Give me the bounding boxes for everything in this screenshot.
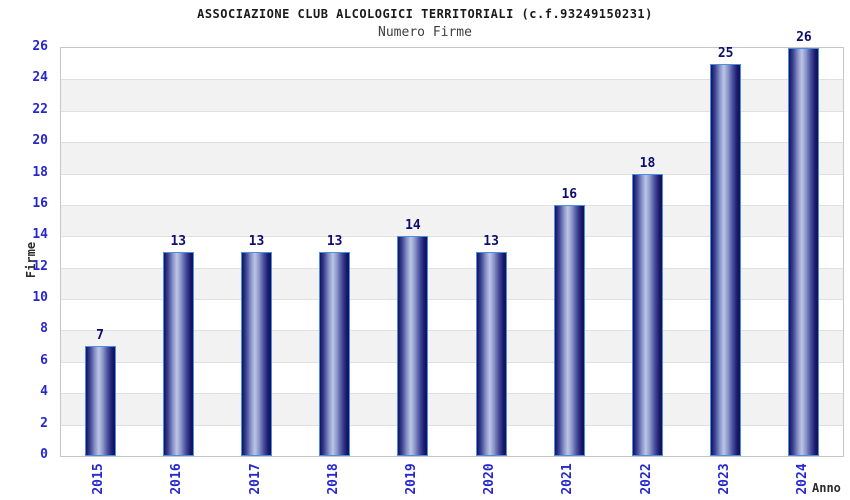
y-tick-label: 12 <box>32 258 48 274</box>
bar-2018 <box>319 252 351 456</box>
bar-2022 <box>632 173 663 456</box>
y-tick-label: 14 <box>32 227 48 243</box>
bar-value-label: 18 <box>639 155 656 171</box>
bar-2016 <box>162 252 194 456</box>
bar-2015 <box>84 346 116 456</box>
x-axis-labels: 2015 2016 2017 2018 2019 2020 2021 2022 2023 2024 <box>60 455 842 500</box>
y-tick-label: 20 <box>32 133 48 149</box>
x-tick-label: 2015 <box>91 463 107 495</box>
bar-value-label: 16 <box>561 186 578 202</box>
x-tick-label: 2022 <box>638 463 654 495</box>
y-tick-label: 10 <box>32 290 48 306</box>
bar-value-label: 7 <box>96 328 105 344</box>
plot-area: 7 13 13 13 14 13 16 18 25 26 <box>60 31 844 457</box>
bar-2020 <box>475 252 507 456</box>
bar-value-label: 13 <box>326 234 343 249</box>
bar-2019 <box>397 236 429 456</box>
bar-2017 <box>241 252 272 456</box>
x-tick-label: 2021 <box>560 463 576 495</box>
bar-2023 <box>710 63 742 456</box>
bar-2024 <box>788 48 820 456</box>
y-tick-label: 4 <box>40 384 48 400</box>
y-tick-label: 0 <box>40 447 48 462</box>
x-tick-label: 2023 <box>716 463 732 495</box>
bar-value-label: 14 <box>405 218 421 234</box>
y-tick-label: 18 <box>32 164 48 180</box>
bar-2021 <box>553 204 585 456</box>
bar-value-label: 26 <box>796 30 812 45</box>
bar-value-label: 13 <box>170 234 187 249</box>
bar-value-label: 13 <box>483 234 499 249</box>
bar-value-label: 25 <box>717 45 734 61</box>
x-tick-label: 2019 <box>403 463 419 495</box>
y-tick-label: 8 <box>40 321 48 337</box>
y-tick-label: 24 <box>32 70 48 86</box>
y-tick-label: 26 <box>32 39 48 54</box>
y-tick-label: 22 <box>32 101 48 117</box>
bar-value-label: 13 <box>248 234 265 249</box>
chart-subtitle: Numero Firme <box>378 25 472 40</box>
x-tick-label: 2024 <box>794 463 810 495</box>
y-tick-label: 2 <box>40 415 48 431</box>
x-axis-title: Anno <box>812 481 841 495</box>
x-tick-label: 2020 <box>482 463 498 495</box>
x-tick-label: 2016 <box>169 463 185 495</box>
x-tick-label: 2017 <box>247 463 263 495</box>
y-axis-ticks: 0 2 4 6 8 10 12 14 16 18 20 22 24 26 <box>0 39 54 462</box>
y-tick-label: 6 <box>40 352 48 368</box>
chart-title: ASSOCIAZIONE CLUB ALCOLOGICI TERRITORIAL… <box>197 7 653 21</box>
x-tick-label: 2018 <box>325 463 341 495</box>
y-tick-label: 16 <box>32 195 48 211</box>
